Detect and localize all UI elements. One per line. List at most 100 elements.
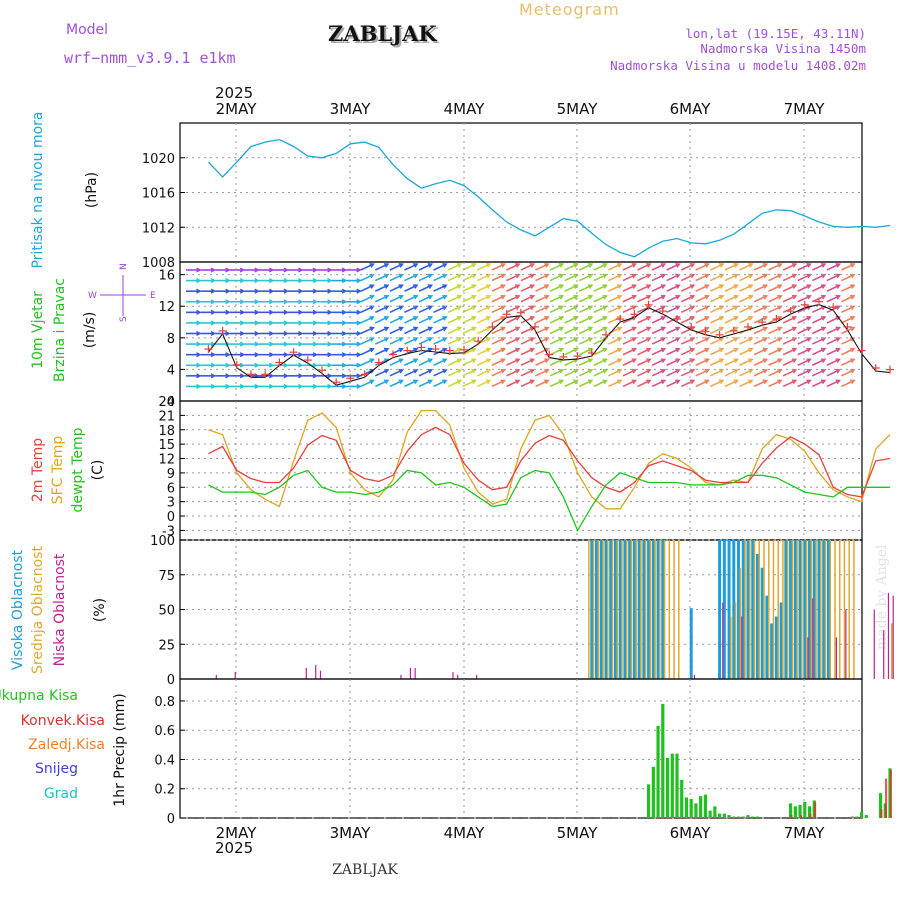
wind-arrowhead	[312, 320, 318, 326]
wind-arrow	[841, 316, 855, 324]
wind-arrowhead	[268, 309, 275, 315]
wind-arrowhead	[617, 326, 623, 332]
wind-arrowhead	[210, 320, 217, 326]
wind-arrowhead	[631, 284, 637, 289]
wind-arrowhead	[398, 379, 404, 385]
wind-arrowhead	[369, 316, 375, 321]
wind-arrowhead	[485, 379, 492, 385]
wind-arrow	[447, 316, 462, 324]
wind-arrowhead	[777, 326, 783, 332]
wind-arrow	[549, 263, 564, 271]
wind-arrowhead	[558, 326, 565, 332]
wind-arrowhead	[806, 358, 812, 363]
wind-arrowhead	[617, 284, 623, 289]
wind-arrowhead	[544, 379, 550, 385]
wind-arrow	[622, 348, 636, 356]
wind-arrowhead	[471, 379, 477, 385]
wind-arrow	[404, 305, 418, 314]
wind-arrowhead	[456, 294, 463, 300]
wind-arrow	[462, 358, 476, 366]
wind-arrowhead	[196, 278, 202, 284]
wind-arrowhead	[298, 299, 304, 305]
wind-arrow	[637, 316, 651, 324]
wind-arrowhead	[675, 284, 681, 289]
wind-arrow	[826, 263, 840, 271]
wind-arrow	[578, 295, 593, 303]
wind-arrowhead	[225, 362, 231, 368]
wind-arrowhead	[383, 347, 390, 353]
wind-arrow	[389, 326, 403, 335]
wind-arrowhead	[369, 263, 375, 268]
wind-arrow	[491, 358, 505, 366]
wind-arrowhead	[283, 278, 289, 284]
wind-arrow	[491, 305, 505, 314]
wind-arrow	[593, 305, 607, 314]
wind-arrowhead	[646, 347, 652, 353]
wind-arrow	[666, 379, 680, 388]
wind-arrowhead	[196, 288, 202, 294]
wind-arrow	[739, 305, 753, 314]
wind-arrow	[695, 263, 709, 271]
wind-arrowhead	[850, 294, 856, 300]
wind-arrowhead	[835, 337, 841, 342]
temp-ytick-label: 18	[158, 424, 175, 439]
wind-arrowhead	[239, 330, 246, 337]
wind-arrow	[710, 305, 724, 314]
wind-arrowhead	[762, 337, 769, 342]
wind-arrow	[593, 273, 607, 282]
wind-arrow	[753, 379, 768, 388]
precip-ytick-label: 0.6	[154, 724, 175, 739]
wind-arrowhead	[225, 352, 231, 358]
wind-arrowhead	[631, 379, 637, 385]
wind-arrowhead	[791, 347, 798, 353]
wind-arrow	[622, 337, 636, 345]
wind-arrowhead	[689, 316, 696, 321]
wind-arrowhead	[210, 373, 217, 379]
wind-arrow	[535, 369, 549, 377]
wind-arrow	[476, 379, 491, 388]
wind-arrowhead	[850, 358, 856, 363]
wind-arrow	[841, 263, 855, 271]
wind-arrow	[389, 284, 403, 292]
wind-arrow	[462, 379, 476, 388]
wind-arrow	[651, 337, 666, 345]
wind-arrow	[578, 379, 593, 388]
wind-arrowhead	[660, 368, 667, 374]
wind-arrowhead	[573, 326, 579, 332]
wind-arrowhead	[196, 383, 202, 389]
wind-arrowhead	[383, 326, 390, 332]
wind-arrowhead	[327, 267, 333, 273]
wind-arrowhead	[356, 299, 362, 305]
wind-arrow	[491, 337, 505, 345]
wind-arrowhead	[398, 326, 404, 332]
wind-arrow	[608, 305, 622, 314]
wind-arrow	[564, 273, 578, 282]
wind-arrowhead	[369, 326, 375, 332]
wind-arrowhead	[427, 379, 434, 385]
wind-arrowhead	[544, 263, 550, 268]
wind-arrowhead	[254, 341, 260, 347]
wind-arrow	[404, 316, 418, 324]
wind-arrow	[695, 305, 709, 314]
wind-arrowhead	[471, 316, 477, 321]
wind-arrow	[491, 379, 505, 388]
wind-arrowhead	[442, 358, 448, 363]
wind-arrow	[462, 326, 476, 335]
wind-arrow	[666, 305, 680, 314]
footer-station: ZABLJAK	[332, 862, 398, 878]
wind-arrow	[462, 305, 476, 314]
wind-arrow	[578, 358, 593, 366]
wind-arrow	[710, 284, 724, 292]
wind-arrow	[476, 295, 491, 303]
wind-arrow	[608, 263, 622, 271]
wind-arrowhead	[631, 358, 637, 363]
wind-arrowhead	[617, 347, 623, 353]
wind-arrowhead	[442, 305, 448, 311]
wind-arrow	[593, 379, 607, 388]
wind-arrow	[811, 326, 826, 335]
wind-arrow	[826, 295, 840, 303]
wind-arrow	[389, 295, 403, 303]
wind-arrow	[651, 273, 666, 282]
wind-arrowhead	[646, 294, 652, 300]
wind-arrow	[739, 348, 753, 356]
